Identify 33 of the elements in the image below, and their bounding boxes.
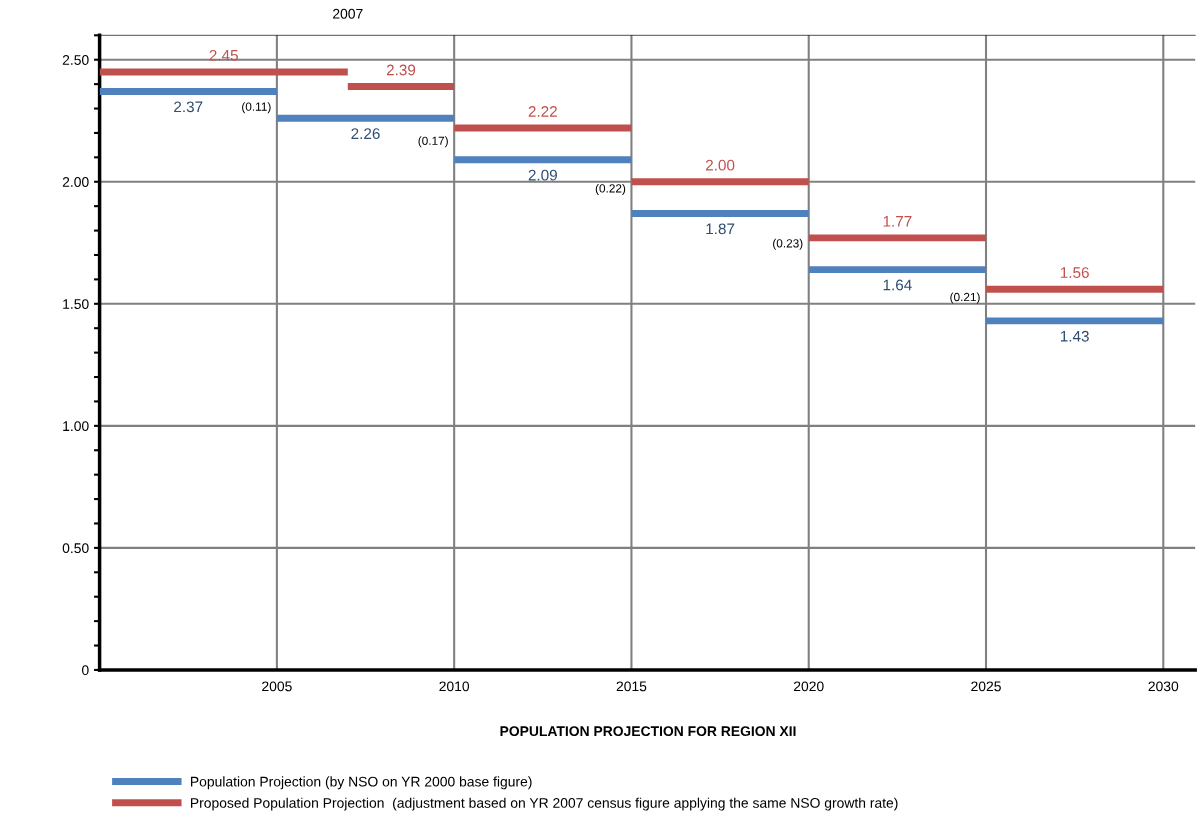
data-label: 2.45	[209, 49, 238, 61]
annotation: (0.11)	[242, 102, 271, 114]
data-label: 2.09	[528, 169, 557, 181]
y-tick-label: 2.00	[62, 177, 89, 187]
data-label: 1.77	[883, 216, 912, 227]
annotation: (0.21)	[950, 292, 980, 304]
x-tick-label: 2010	[439, 681, 470, 692]
y-tick-label: 1.50	[63, 299, 89, 309]
data-label: 1.56	[1060, 267, 1089, 278]
y-tick-label: 0.50	[62, 543, 89, 554]
data-label: 2.22	[528, 106, 557, 117]
y-tick-label: 2.50	[62, 55, 89, 65]
text: POPULATION PROJECTION FOR REGION XII	[500, 726, 796, 737]
x-tick-label: 2020	[793, 681, 824, 692]
data-label: 1.64	[883, 279, 912, 291]
data-label: 2.26	[351, 128, 380, 140]
x-tick-label: 2015	[616, 681, 647, 692]
x-tick-label: 2005	[262, 681, 292, 692]
text: 2007	[333, 8, 363, 19]
data-label: 1.43	[1060, 330, 1089, 342]
legend-label: Proposed Population Projection (adjustment based on YR 2007 census figure applying the same NSO growth rate)	[191, 797, 898, 811]
annotation: (0.17)	[418, 136, 448, 148]
x-tick-label: 2030	[1148, 681, 1179, 692]
data-label: 2.39	[386, 64, 416, 76]
legend-label: Population Projection (by NSO on YR 2000 base figure)	[191, 776, 532, 790]
data-label: 1.87	[706, 223, 735, 235]
data-label: 2.00	[705, 159, 735, 171]
data-label: 2.37	[174, 101, 203, 113]
annotation: (0.22)	[595, 183, 626, 195]
x-tick-label: 2025	[971, 681, 1001, 692]
y-tick-label: 1.00	[63, 421, 89, 432]
y-tick-label: 0	[82, 665, 89, 676]
annotation: (0.23)	[773, 238, 803, 250]
